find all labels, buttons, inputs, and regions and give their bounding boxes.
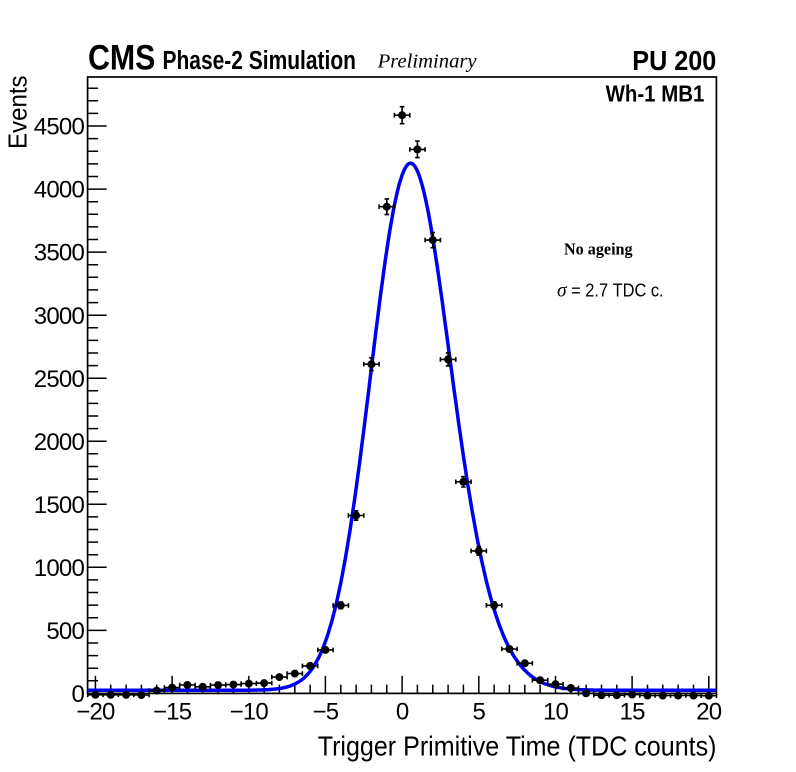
svg-text:0: 0: [396, 699, 409, 726]
svg-text:Wh-1 MB1: Wh-1 MB1: [606, 81, 705, 107]
svg-text:3500: 3500: [34, 240, 85, 267]
svg-text:Phase-2 Simulation: Phase-2 Simulation: [163, 47, 357, 75]
svg-text:1500: 1500: [34, 492, 85, 519]
svg-text:No ageing: No ageing: [564, 240, 633, 259]
svg-text:10: 10: [543, 699, 569, 726]
svg-text:1000: 1000: [34, 555, 85, 582]
svg-text:2500: 2500: [34, 366, 85, 393]
svg-text:−10: −10: [230, 699, 269, 726]
svg-text:Trigger Primitive Time (TDC co: Trigger Primitive Time (TDC counts): [318, 731, 717, 762]
svg-text:5: 5: [473, 699, 486, 726]
svg-text:0: 0: [71, 681, 84, 708]
svg-text:4000: 4000: [34, 177, 85, 204]
svg-text:−15: −15: [153, 699, 192, 726]
svg-text:2000: 2000: [34, 429, 85, 456]
svg-text:Events: Events: [3, 75, 33, 149]
svg-text:20: 20: [696, 699, 722, 726]
svg-text:CMS: CMS: [88, 39, 155, 78]
svg-text:4500: 4500: [34, 114, 85, 141]
svg-text:Preliminary: Preliminary: [377, 51, 477, 72]
svg-text:−5: −5: [313, 699, 339, 726]
svg-text:500: 500: [46, 618, 84, 645]
svg-text:PU 200: PU 200: [632, 45, 716, 76]
svg-text:15: 15: [620, 699, 646, 726]
svg-text:−20: −20: [76, 699, 115, 726]
svg-text:σ = 2.7 TDC c.: σ = 2.7 TDC c.: [557, 281, 664, 302]
svg-text:3000: 3000: [34, 303, 85, 330]
